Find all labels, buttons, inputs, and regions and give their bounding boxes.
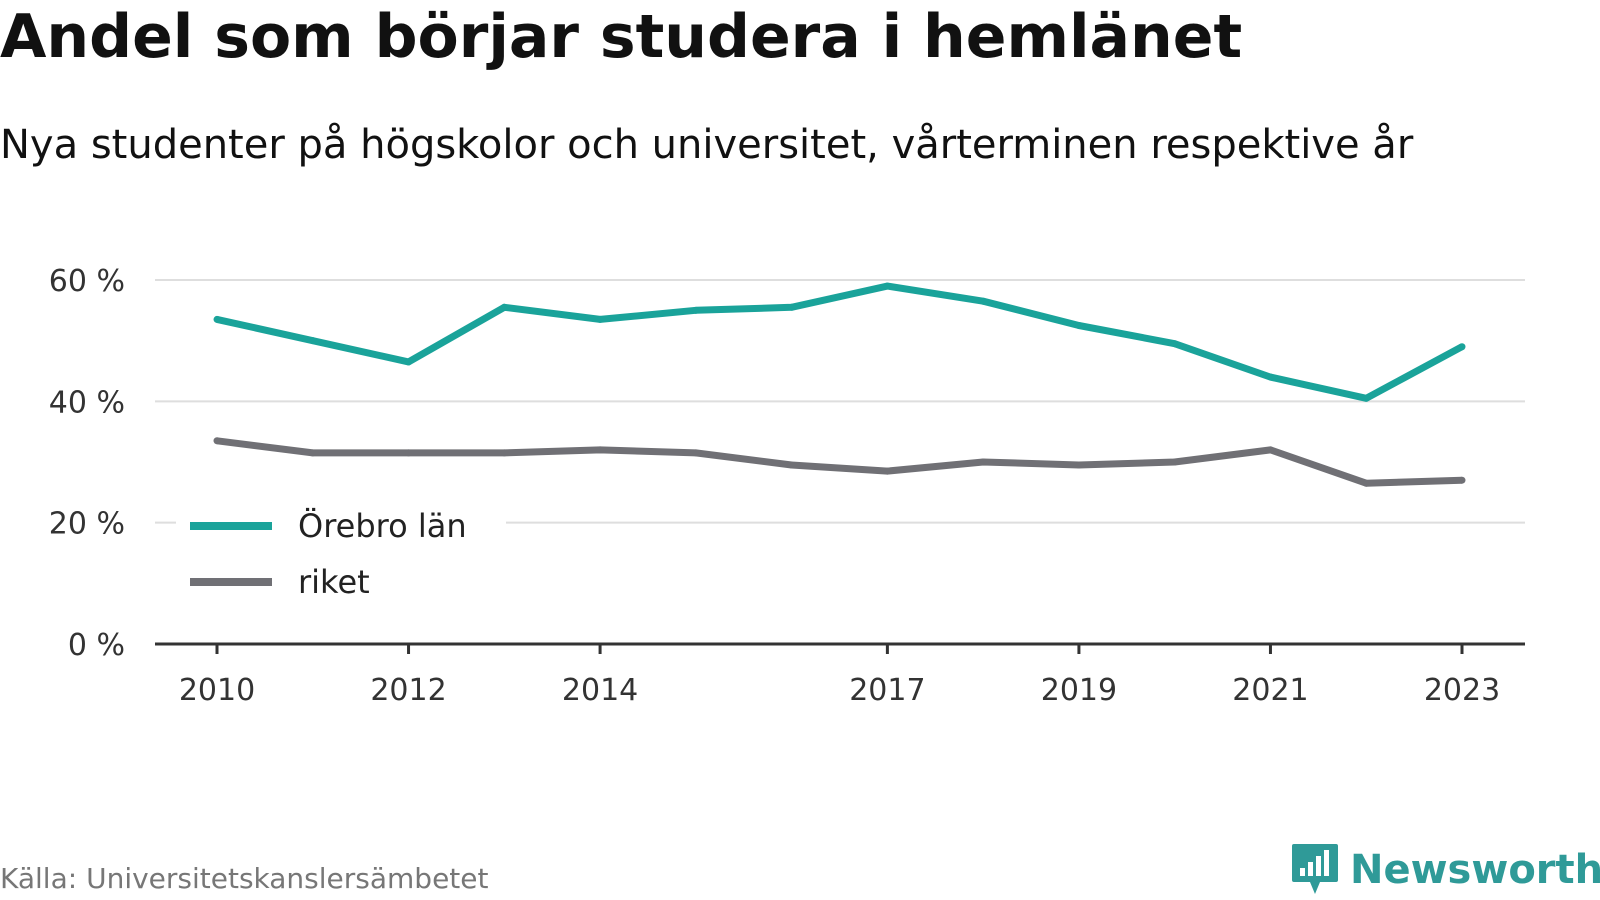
data-point <box>1171 340 1179 348</box>
x-tick-label: 2023 <box>1424 673 1500 708</box>
line-chart: 0 % 20 % 40 % 60 % 2010 2012 2014 2017 2019 2021 2… <box>49 264 1525 708</box>
legend-label-0: Örebro län <box>298 507 467 545</box>
y-tick-label: 40 % <box>49 385 125 420</box>
data-point <box>405 358 413 366</box>
source-note: Källa: Universitetskanslersämbetet <box>0 862 489 895</box>
data-point <box>596 315 604 323</box>
chart-title: Andel som börjar studera i hemlänet <box>0 2 1243 72</box>
data-point <box>1075 322 1083 329</box>
data-point <box>883 282 891 290</box>
data-point <box>1362 479 1370 487</box>
data-point <box>788 461 796 469</box>
data-point <box>1458 343 1466 351</box>
data-point <box>979 297 987 305</box>
data-point <box>692 449 700 457</box>
x-tick-label: 2021 <box>1232 673 1308 708</box>
series-line-0 <box>216 282 1464 402</box>
data-point <box>213 315 221 323</box>
data-point <box>309 337 317 345</box>
data-point <box>692 306 700 314</box>
data-point <box>500 449 508 457</box>
data-point <box>1362 394 1370 402</box>
data-point <box>788 303 796 311</box>
series-line-1 <box>216 437 1463 487</box>
legend-background <box>176 494 506 542</box>
x-tick-label: 2019 <box>1041 673 1117 708</box>
y-tick-label: 60 % <box>49 264 125 299</box>
legend-background <box>176 550 506 598</box>
data-point <box>596 446 604 454</box>
newsworthy-logo-icon <box>1292 844 1338 894</box>
data-point <box>1075 461 1083 469</box>
data-point <box>405 449 413 457</box>
chart-subtitle: Nya studenter på högskolor och universit… <box>0 122 1414 168</box>
y-tick-label: 0 % <box>68 628 125 663</box>
data-point <box>883 467 891 475</box>
data-point <box>1266 373 1274 381</box>
data-point <box>1458 476 1466 484</box>
data-point <box>1171 458 1179 466</box>
data-point <box>979 458 987 466</box>
x-tick-label: 2010 <box>179 673 255 708</box>
legend-label-1: riket <box>298 563 370 601</box>
x-tick-label: 2014 <box>562 673 638 708</box>
data-point <box>1266 446 1274 454</box>
data-point <box>213 437 221 445</box>
brand-name: Newsworthy <box>1350 847 1600 893</box>
x-tick-label: 2012 <box>370 673 446 708</box>
x-tick-label: 2017 <box>849 673 925 708</box>
brand[interactable]: Newsworthy <box>1290 842 1600 898</box>
data-point <box>500 303 508 311</box>
data-point <box>309 449 317 457</box>
y-tick-label: 20 % <box>49 507 125 542</box>
